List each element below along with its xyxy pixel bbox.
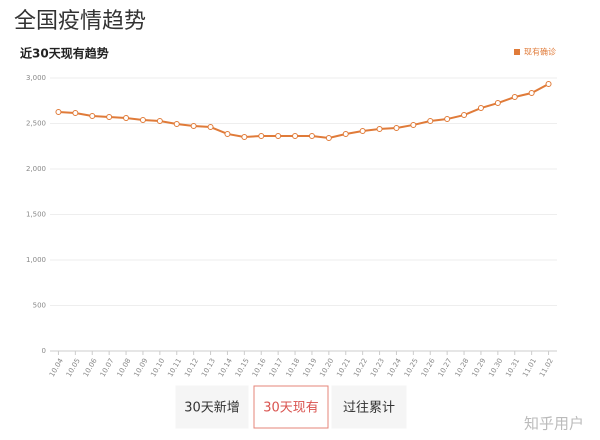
y-tick-label: 500 bbox=[33, 302, 46, 310]
y-tick-label: 1,500 bbox=[26, 211, 46, 219]
x-tick-label: 10.17 bbox=[268, 357, 285, 378]
point bbox=[190, 123, 197, 130]
x-tick-label: 10.24 bbox=[386, 357, 403, 379]
x-tick-label: 11.02 bbox=[538, 357, 555, 378]
point bbox=[224, 130, 231, 137]
x-tick-label: 10.27 bbox=[437, 357, 454, 378]
point bbox=[258, 132, 265, 139]
point bbox=[123, 115, 130, 122]
tab-label[interactable]: 30天新增 bbox=[184, 400, 240, 416]
tab-button[interactable] bbox=[175, 385, 249, 429]
x-tick-label: 10.10 bbox=[149, 357, 166, 378]
x-tick-label: 10.30 bbox=[487, 357, 504, 378]
point bbox=[139, 117, 146, 124]
x-tick-label: 10.12 bbox=[183, 357, 200, 378]
x-tick-label: 11.01 bbox=[521, 357, 538, 378]
point bbox=[308, 132, 315, 139]
point bbox=[292, 132, 299, 139]
x-tick-label: 10.06 bbox=[82, 357, 99, 379]
line bbox=[58, 83, 550, 139]
x-tick-label: 10.22 bbox=[352, 357, 369, 378]
x-tick-label: 10.07 bbox=[99, 357, 116, 378]
y-tick-label: 3,000 bbox=[26, 74, 46, 82]
point bbox=[55, 109, 62, 116]
point bbox=[545, 81, 552, 88]
x-tick-label: 10.19 bbox=[301, 357, 318, 378]
x-tick-label: 10.14 bbox=[217, 357, 234, 379]
point bbox=[410, 121, 417, 128]
y-tick-label: 2,500 bbox=[26, 120, 46, 128]
x-tick-label: 10.23 bbox=[369, 357, 386, 378]
tab-label[interactable]: 过往累计 bbox=[343, 401, 395, 416]
point bbox=[173, 121, 180, 128]
x-tick-label: 10.28 bbox=[454, 357, 471, 378]
legend-swatch bbox=[514, 49, 520, 55]
point bbox=[207, 124, 214, 131]
x-tick-label: 10.25 bbox=[403, 357, 420, 378]
point bbox=[106, 114, 113, 121]
y-tick-label: 2,000 bbox=[26, 165, 46, 173]
x-tick-label: 10.11 bbox=[166, 357, 183, 378]
tab-button[interactable] bbox=[253, 385, 329, 429]
tab-button[interactable] bbox=[331, 385, 407, 429]
point bbox=[275, 132, 282, 139]
point bbox=[72, 110, 79, 117]
x-tick-label: 10.20 bbox=[318, 357, 335, 378]
point bbox=[494, 100, 501, 107]
x-tick-label: 10.08 bbox=[116, 357, 133, 378]
legend-label: 现有确诊 bbox=[524, 47, 556, 57]
point bbox=[156, 118, 163, 125]
x-tick-label: 10.21 bbox=[335, 357, 352, 378]
page-title: 全国疫情趋势 bbox=[14, 9, 146, 34]
point bbox=[393, 124, 400, 131]
point bbox=[359, 127, 366, 134]
tab-label[interactable]: 30天现有 bbox=[263, 401, 319, 416]
point bbox=[427, 118, 434, 125]
point bbox=[477, 105, 484, 112]
point bbox=[511, 94, 518, 101]
point bbox=[342, 130, 349, 137]
x-tick-label: 10.05 bbox=[65, 357, 82, 378]
point bbox=[241, 133, 248, 140]
y-tick-label: 0 bbox=[42, 347, 46, 355]
point bbox=[461, 112, 468, 119]
x-tick-label: 10.04 bbox=[48, 357, 65, 379]
point bbox=[528, 90, 535, 97]
x-tick-label: 10.31 bbox=[504, 357, 521, 378]
chart-title: 近30天现有趋势 bbox=[20, 46, 109, 61]
point bbox=[376, 125, 383, 132]
watermark: 知乎用户 bbox=[524, 415, 584, 433]
x-tick-label: 10.16 bbox=[251, 357, 268, 379]
x-tick-label: 10.13 bbox=[200, 357, 217, 378]
point bbox=[325, 134, 332, 141]
x-tick-label: 10.29 bbox=[470, 357, 487, 378]
x-tick-label: 10.09 bbox=[132, 357, 149, 378]
y-tick-label: 1,000 bbox=[26, 256, 46, 264]
x-tick-label: 10.18 bbox=[285, 357, 302, 378]
point bbox=[444, 116, 451, 123]
x-tick-label: 10.15 bbox=[234, 357, 251, 378]
point bbox=[89, 113, 96, 120]
x-tick-label: 10.26 bbox=[420, 357, 437, 379]
